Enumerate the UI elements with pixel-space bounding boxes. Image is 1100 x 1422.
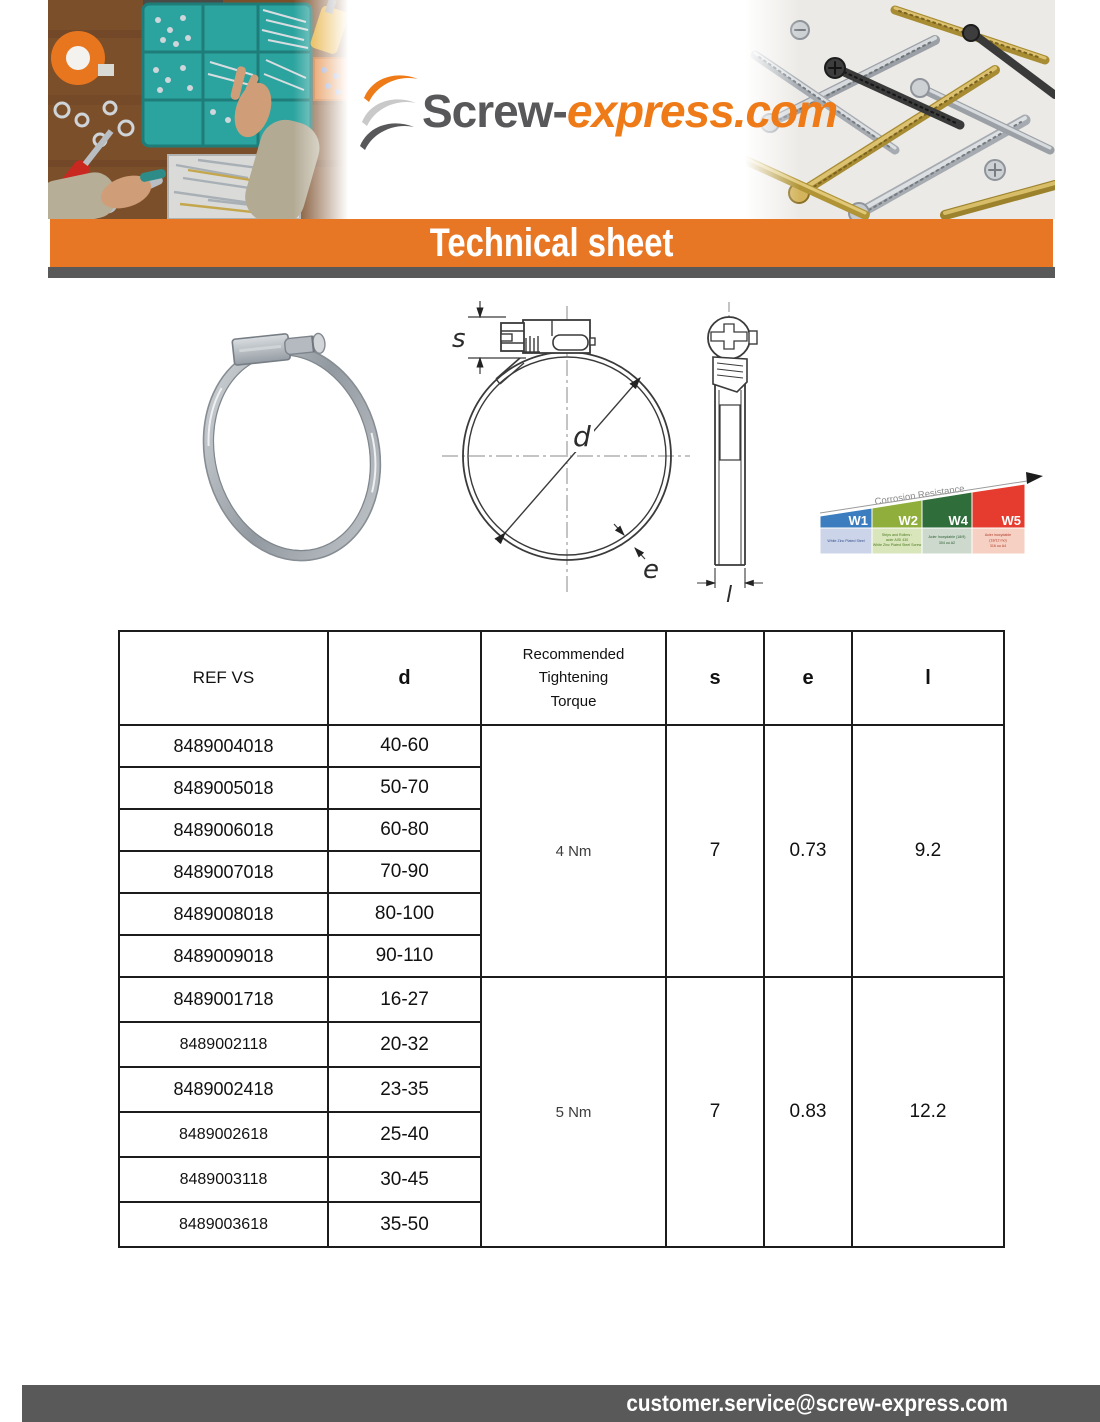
corrosion-class-w5: W5 [1002, 513, 1022, 528]
table-row: 8489006018 60-80 [118, 808, 1004, 852]
spec-table: REF VS d Recommended Tightening Torque s… [118, 630, 1005, 1248]
svg-text:Strips and Rollers :: Strips and Rollers : [882, 533, 912, 537]
logo-swoosh-icon [360, 75, 418, 150]
table-row: 8489002618 25-40 [118, 1111, 1004, 1158]
col-header-torque: Recommended Tightening Torque [480, 630, 667, 726]
col-header-ref: REF VS [118, 630, 329, 726]
page-title: Technical sheet [429, 221, 674, 265]
corrosion-resistance-chart: Corrosion Resistance W1 W2 W4 W5 White Z… [819, 472, 1043, 555]
l-cell-group1: 9.2 [851, 724, 1005, 978]
torque-cell-group2: 5 Nm [480, 976, 667, 1248]
customer-service-email: customer.service@screw-express.com [626, 1390, 1008, 1416]
svg-text:White Zinc Plated Steel Screw: White Zinc Plated Steel Screw [873, 543, 922, 547]
table-row: 8489007018 70-90 [118, 850, 1004, 894]
svg-text:304 ou A2: 304 ou A2 [939, 541, 955, 545]
corrosion-desc-w1: White Zinc Plated Steel [827, 539, 865, 543]
corrosion-class-w2: W2 [899, 513, 919, 528]
torque-cell-group1: 4 Nm [480, 724, 667, 978]
table-row: 8489004018 40-60 4 Nm 7 0.73 9.2 [118, 724, 1005, 978]
col-header-l: l [851, 630, 1005, 726]
brand-name-gray: Screw- [422, 85, 568, 137]
corrosion-class-w1: W1 [849, 513, 869, 528]
table-row: 8489001718 16-27 5 Nm 7 0.83 12.2 [118, 976, 1005, 1248]
photo-fade [745, 0, 800, 219]
footer-bar: customer.service@screw-express.com [22, 1385, 1100, 1422]
photo-fade [293, 0, 348, 219]
brand-logo: Screw-express.com [360, 58, 838, 168]
s-cell-group2: 7 [665, 976, 765, 1248]
svg-text:316 ou A4: 316 ou A4 [990, 544, 1006, 548]
banner-shadow [48, 267, 1055, 278]
table-header-row: REF VS d Recommended Tightening Torque s… [118, 630, 1005, 726]
dim-label-e: e [643, 555, 659, 585]
e-cell-group2: 0.83 [763, 976, 853, 1248]
e-cell-group1: 0.73 [763, 724, 853, 978]
table-row: 8489002118 20-32 [118, 1021, 1004, 1068]
table-row: 8489003118 30-45 [118, 1156, 1004, 1203]
svg-text:(18/12 mo): (18/12 mo) [989, 539, 1006, 543]
s-cell-group1: 7 [665, 724, 765, 978]
dim-label-s: s [452, 324, 466, 354]
dim-label-l: l [726, 583, 732, 605]
svg-text:Acier Inoxydable (18/9): Acier Inoxydable (18/9) [929, 535, 966, 539]
workbench-photo [48, 0, 348, 219]
table-row: 8489009018 90-110 [118, 934, 1004, 978]
col-header-s: s [665, 630, 765, 726]
svg-text:Acier inoxydable: Acier inoxydable [985, 533, 1011, 537]
corrosion-arrow-icon [1026, 472, 1043, 484]
brand-name: Screw-express.com [422, 84, 838, 138]
brand-name-orange: express.com [566, 85, 838, 137]
table-row: 8489002418 23-35 [118, 1066, 1004, 1113]
col-header-e: e [763, 630, 853, 726]
table-row: 8489008018 80-100 [118, 892, 1004, 936]
table-row: 8489005018 50-70 [118, 766, 1004, 810]
l-cell-group2: 12.2 [851, 976, 1005, 1248]
title-banner: Technical sheet [50, 219, 1053, 267]
dim-label-d: d [573, 420, 591, 453]
side-view-drawing: l [697, 302, 763, 605]
front-view-drawing: d s e [442, 301, 690, 594]
col-header-d: d [327, 630, 482, 726]
screws-photo [745, 0, 1055, 219]
hose-clamp-photo [202, 332, 382, 562]
table-row: 8489003618 35-50 [118, 1201, 1004, 1248]
corrosion-class-w4: W4 [949, 513, 969, 528]
svg-text:acier AISI 430: acier AISI 430 [886, 538, 908, 542]
